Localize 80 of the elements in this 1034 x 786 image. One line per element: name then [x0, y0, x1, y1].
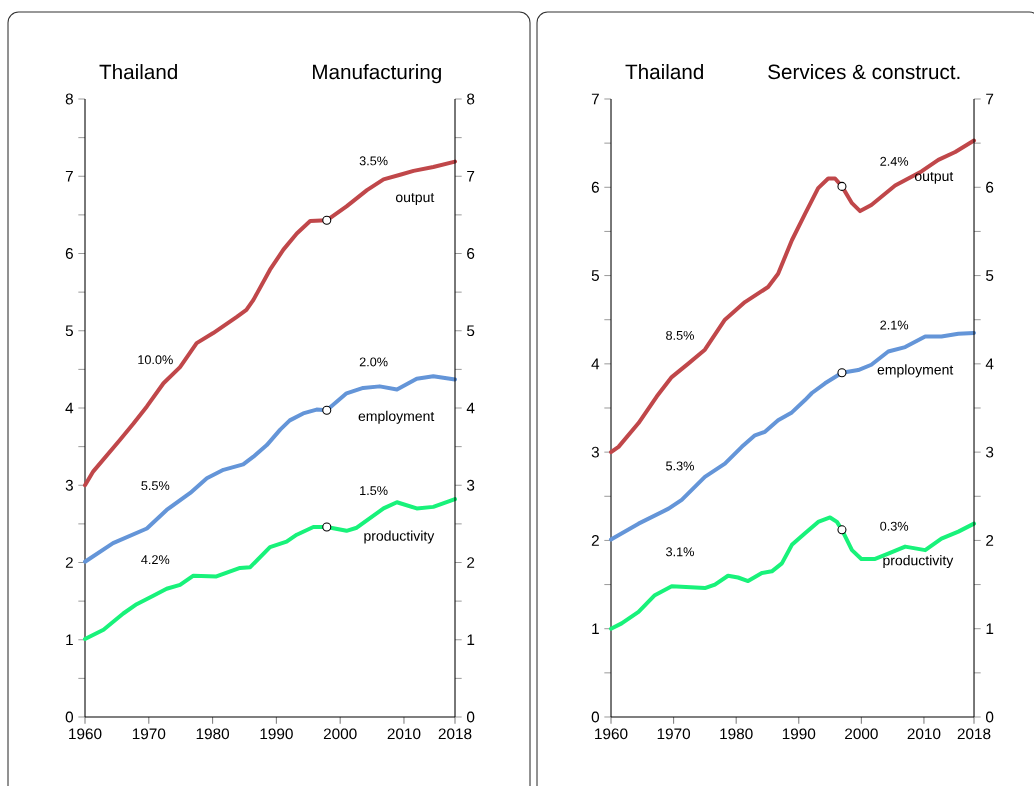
y2-tick-label: 5	[65, 325, 73, 337]
y2-tick-label: 3	[985, 446, 994, 458]
y2-tick-label: 8	[65, 93, 73, 105]
y2-tick-label: 7	[65, 170, 73, 182]
y-tick-label: 1	[592, 623, 599, 634]
annotation: 3.1%	[666, 547, 694, 557]
y2-tick-label: 5	[986, 270, 994, 281]
y-tick-label: 8	[467, 93, 475, 105]
series-label: employment	[877, 364, 954, 378]
annotation: 3.5%	[359, 156, 388, 166]
chart-title: Thailand	[625, 64, 703, 80]
x-tick-label: 2018	[438, 728, 472, 740]
point	[322, 405, 332, 415]
point	[322, 215, 332, 225]
line-series	[83, 374, 457, 564]
x-tick-label: 2000	[845, 728, 878, 740]
point	[322, 522, 332, 532]
y-tick-label: 0	[466, 711, 475, 723]
point	[837, 368, 847, 378]
y-tick-label: 3	[466, 479, 475, 491]
y2-tick-label: 2	[986, 535, 994, 546]
x-tick-label: 1960	[69, 728, 102, 740]
annotation: 10.0%	[138, 355, 173, 365]
y2-tick-label: 1	[66, 634, 73, 646]
y-tick-label: 7	[591, 93, 599, 105]
annotation: 2.0%	[359, 357, 388, 367]
y2-tick-label: 6	[986, 181, 994, 193]
annotation: 5.3%	[666, 461, 694, 471]
line-series	[609, 330, 976, 542]
y-tick-label: 5	[466, 325, 475, 337]
y-tick-label: 4	[591, 358, 600, 370]
point	[837, 181, 847, 191]
y2-tick-label: 4	[65, 402, 74, 414]
annotation: 4.2%	[141, 555, 170, 565]
chart-subtitle: Manufacturing	[313, 64, 441, 84]
y-tick-label: 0	[591, 711, 600, 723]
y2-tick-label: 6	[65, 248, 73, 259]
y-tick-label: 2	[591, 535, 599, 546]
chart-title: Thailand	[99, 64, 177, 80]
y2-tick-label: 2	[65, 557, 73, 568]
y2-tick-label: 0	[65, 711, 74, 723]
series-label: productivity	[883, 555, 954, 569]
x-tick-label: 2010	[387, 728, 421, 740]
y-tick-label: 5	[591, 270, 599, 281]
y2-tick-label: 1	[986, 623, 994, 634]
x-tick-label: 1970	[132, 728, 166, 740]
line-series	[83, 497, 457, 641]
y-tick-label: 7	[467, 170, 475, 182]
annotation: 5.5%	[141, 481, 170, 491]
series-label: output	[395, 192, 435, 205]
annotation: 1.5%	[360, 486, 388, 496]
x-tick-label: 2018	[957, 728, 991, 740]
line-series	[609, 515, 976, 631]
x-tick-label: 1990	[260, 728, 293, 740]
y2-tick-label: 7	[986, 93, 994, 105]
x-tick-label: 1970	[657, 728, 691, 740]
y2-tick-label: 3	[65, 479, 73, 491]
y-tick-label: 3	[591, 446, 599, 458]
series-label: productivity	[364, 530, 435, 544]
x-tick-label: 1980	[720, 728, 753, 740]
chart-subtitle: Services & construct.	[768, 64, 960, 80]
series-label: output	[914, 171, 954, 184]
x-tick-label: 2000	[323, 728, 357, 740]
y-tick-label: 6	[591, 181, 599, 193]
x-tick-label: 1990	[782, 728, 816, 740]
series-label: employment	[358, 410, 435, 424]
x-tick-label: 1960	[595, 728, 628, 740]
y2-tick-label: 0	[986, 711, 994, 723]
annotation: 2.1%	[880, 320, 909, 330]
point	[837, 525, 847, 535]
annotation: 0.3%	[880, 521, 909, 531]
y2-tick-label: 4	[985, 358, 994, 370]
y-tick-label: 4	[466, 402, 475, 414]
annotation: 8.5%	[666, 330, 694, 340]
y-tick-label: 2	[467, 557, 475, 568]
x-tick-label: 1980	[196, 728, 230, 740]
y-tick-label: 6	[467, 248, 475, 259]
x-tick-label: 2010	[907, 728, 941, 740]
annotation: 2.4%	[880, 156, 909, 166]
y-tick-label: 1	[467, 634, 475, 646]
